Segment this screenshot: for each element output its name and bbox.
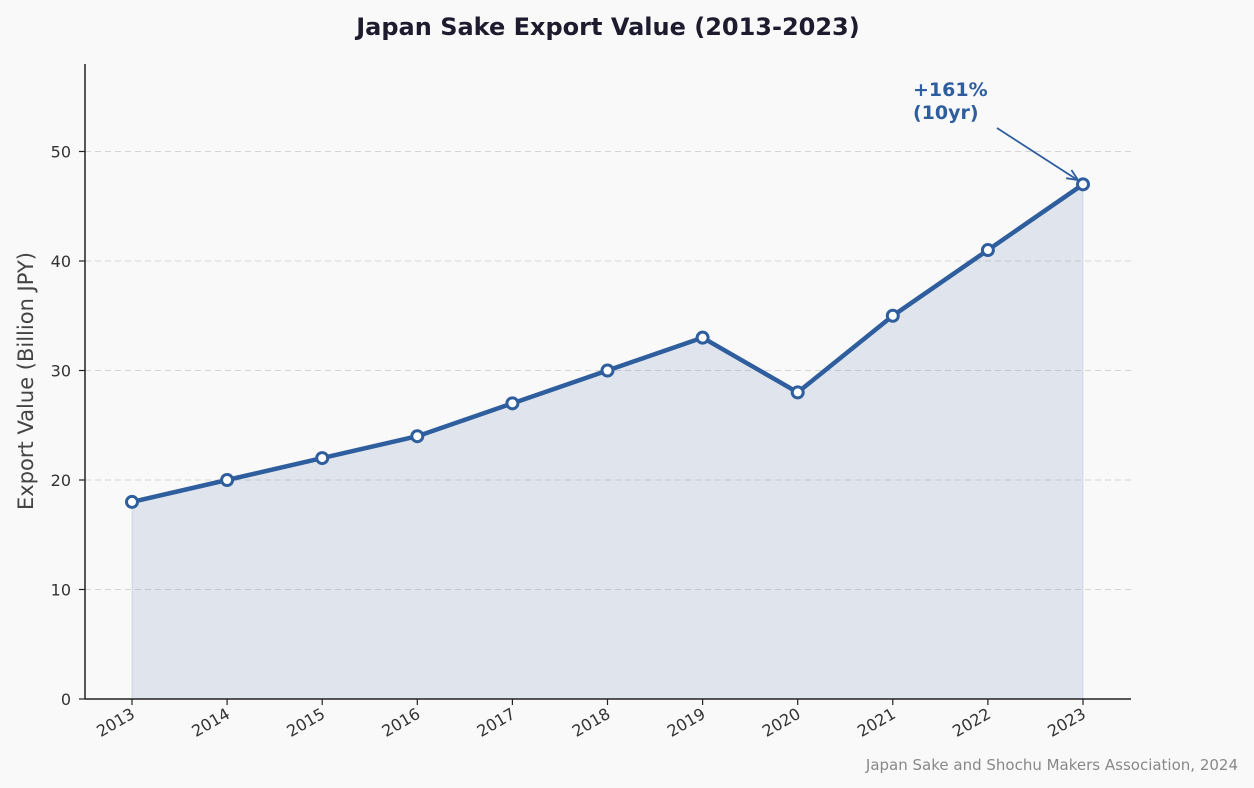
y-tick-label: 40 (51, 252, 71, 271)
data-point-2021 (885, 308, 900, 323)
annotation-arrow-shaft (996, 127, 1077, 180)
y-tick-label: 0 (61, 690, 71, 709)
data-point-2023 (1076, 177, 1090, 192)
y-tick-label: 10 (51, 581, 71, 600)
data-point-2014 (220, 473, 235, 487)
data-point-2022 (980, 243, 995, 258)
y-tick-label: 50 (51, 143, 71, 162)
y-tick-label: 20 (51, 471, 71, 490)
data-point-2015 (315, 451, 330, 466)
chart-title: Japan Sake Export Value (2013-2023) (354, 13, 859, 41)
source-note: Japan Sake and Shochu Makers Association… (865, 756, 1238, 774)
data-point-2018 (600, 363, 615, 378)
data-point-2013 (125, 494, 139, 509)
y-axis-label: Export Value (Billion JPY) (14, 252, 38, 510)
annotation-line-1: +161% (913, 79, 988, 101)
y-tick-label: 30 (51, 362, 71, 381)
data-point-2019 (695, 330, 710, 345)
point-layer (125, 177, 1090, 509)
data-point-2020 (790, 385, 805, 400)
annotation-layer: +161% (10yr) (913, 79, 1080, 182)
y-tick-layer: 0 10 20 30 40 50 (51, 143, 85, 709)
data-point-2017 (505, 396, 520, 411)
annotation-arrowhead (1066, 169, 1080, 182)
annotation-line-2: (10yr) (913, 102, 979, 124)
data-point-2016 (410, 429, 425, 444)
